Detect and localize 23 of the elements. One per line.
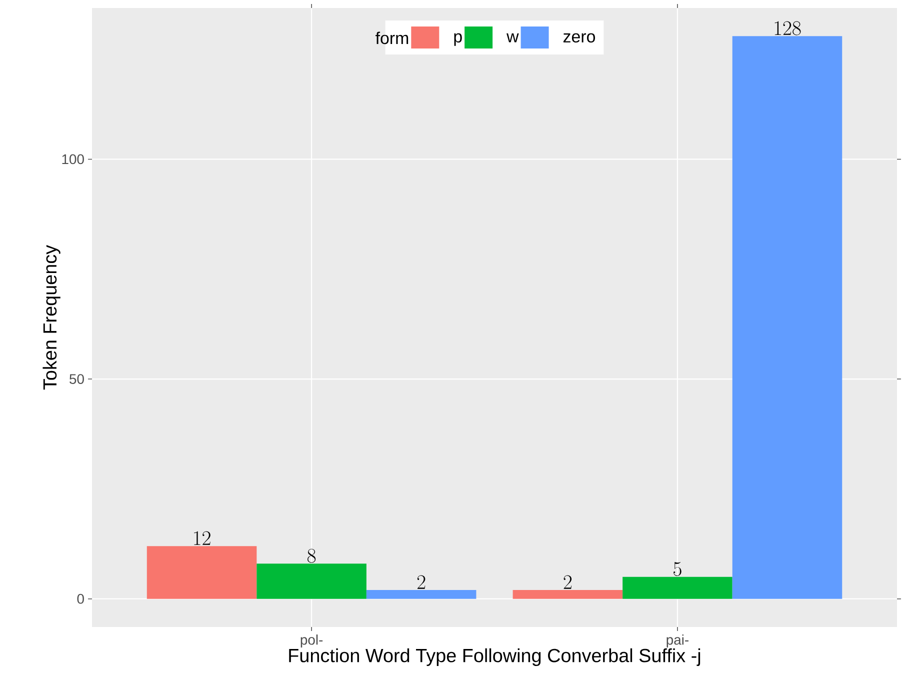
- bar: [366, 590, 476, 599]
- legend-title: form: [376, 32, 408, 44]
- bar: [146, 546, 257, 599]
- y-tick-label: 0: [77, 594, 84, 604]
- legend-label: zero: [563, 33, 595, 43]
- bar: [512, 590, 623, 599]
- legend-label: p: [454, 33, 462, 46]
- y-tick-label: 100: [62, 154, 84, 164]
- data-label: 8: [308, 548, 316, 563]
- data-label: 128: [774, 21, 801, 36]
- y-tick-label: 50: [70, 374, 84, 384]
- bar: [256, 564, 366, 599]
- x-tick-label: pol-: [300, 634, 323, 648]
- legend-label: w: [506, 33, 519, 42]
- y-axis-title: Token Frequency: [42, 244, 60, 390]
- bar: [622, 576, 732, 599]
- data-label: 12: [194, 531, 210, 545]
- data-label: 5: [674, 562, 682, 576]
- data-label: 2: [417, 575, 426, 589]
- bar: [732, 36, 842, 599]
- x-axis-title: Function Word Type Following Converbal Suffix -j: [289, 648, 700, 666]
- x-tick-label: pai-: [666, 634, 688, 648]
- data-label: 2: [564, 575, 572, 589]
